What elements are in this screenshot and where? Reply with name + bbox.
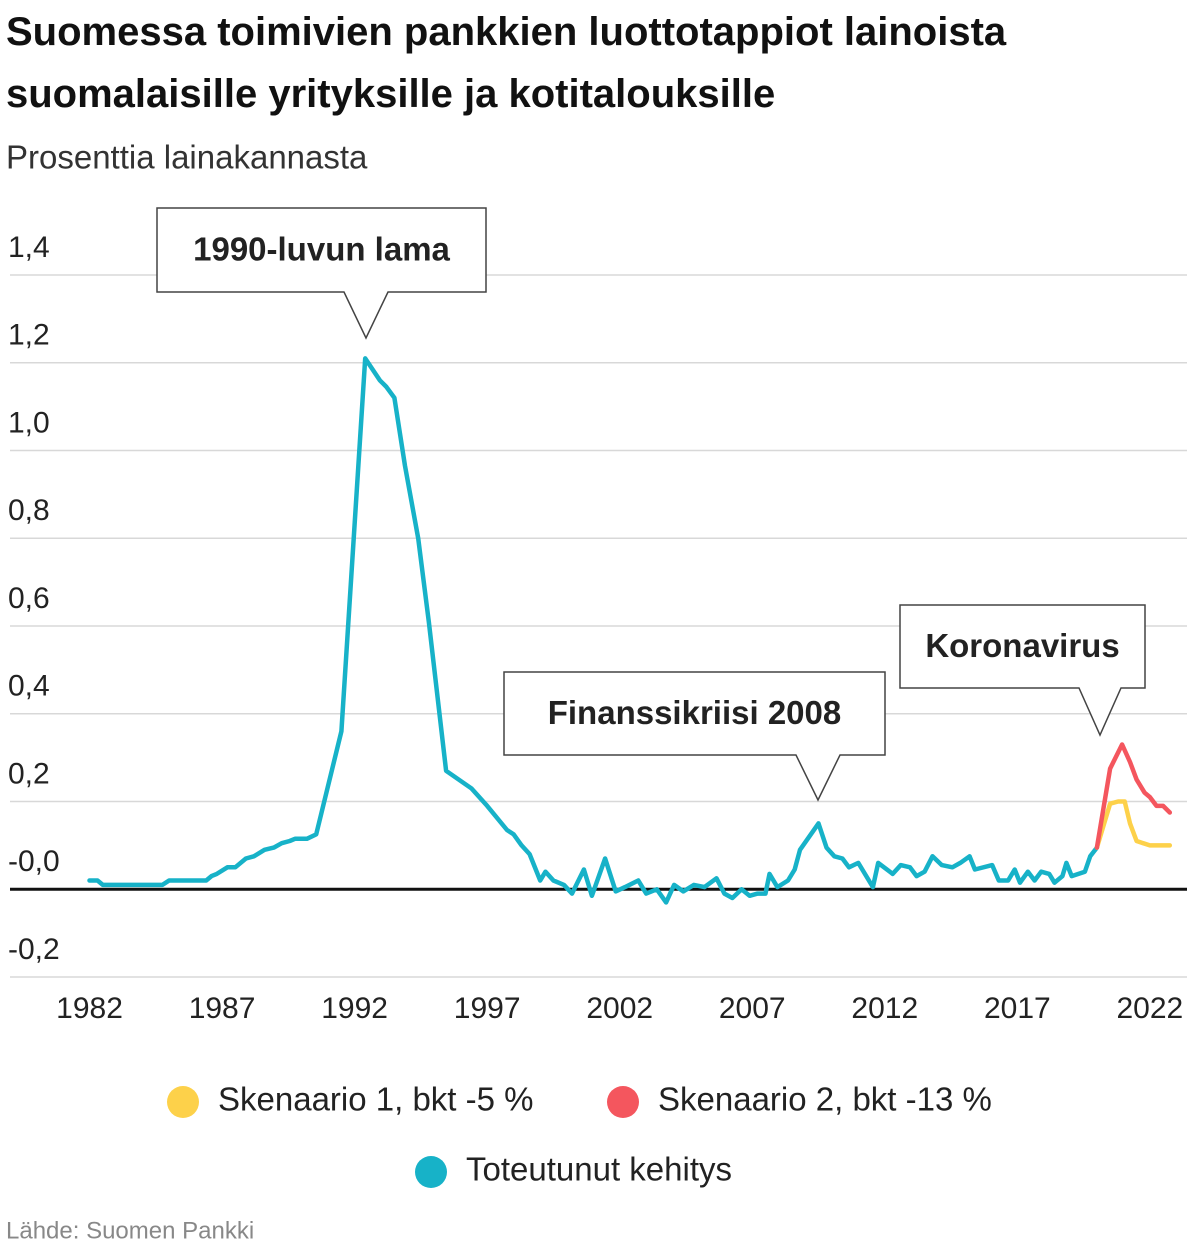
annotation: Koronavirus (925, 627, 1119, 664)
y-tick-label: 0,4 (8, 670, 50, 703)
callout-box (899, 604, 1146, 737)
legend-swatch (607, 1086, 639, 1118)
y-tick-label: 1,0 (8, 406, 50, 439)
series-line (87, 356, 1100, 905)
y-tick-label: 0,2 (8, 757, 50, 790)
x-tick-label: 2007 (719, 992, 786, 1025)
x-tick-label: 1992 (321, 992, 388, 1025)
legend-label: Toteutunut kehitys (466, 1151, 732, 1188)
y-tick-label: 0,8 (8, 494, 50, 527)
x-tick-label: 2022 (1117, 992, 1184, 1025)
legend-swatch (167, 1086, 199, 1118)
annotation: Finanssikriisi 2008 (548, 694, 842, 731)
annotation: 1990-luvun lama (193, 231, 450, 268)
chart-subtitle: Prosenttia lainakannasta (6, 139, 368, 176)
legend-label: Skenaario 2, bkt -13 % (658, 1081, 992, 1118)
legend-swatch (415, 1156, 447, 1188)
callout-box (503, 671, 886, 802)
source: Lähde: Suomen Pankki (6, 1217, 254, 1244)
x-tick-label: 2002 (586, 992, 653, 1025)
y-tick-label: 0,6 (8, 582, 50, 615)
y-tick-label: -0,2 (8, 933, 60, 966)
x-tick-label: 1997 (454, 992, 521, 1025)
chart-title: Suomessa toimivien pankkien luottotappio… (6, 10, 1007, 116)
x-tick-label: 2012 (851, 992, 918, 1025)
legend-label: Skenaario 1, bkt -5 % (218, 1081, 534, 1118)
x-tick-label: 1987 (189, 992, 256, 1025)
y-tick-label: 1,4 (8, 231, 50, 264)
x-tick-label: 2017 (984, 992, 1051, 1025)
callout-box (156, 207, 487, 340)
y-tick-label: 1,2 (8, 319, 50, 352)
x-tick-label: 1982 (56, 992, 123, 1025)
series-line (1094, 742, 1173, 850)
y-tick-label: -0,0 (8, 845, 60, 878)
series-line (1094, 799, 1173, 850)
